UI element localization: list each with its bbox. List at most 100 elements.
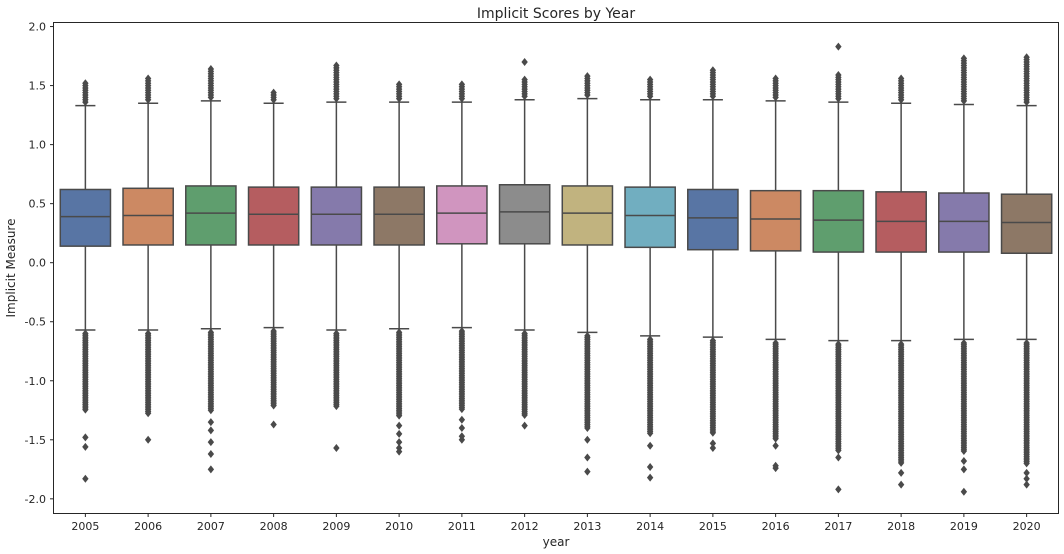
outlier-point: [960, 465, 968, 474]
outlier-point: [772, 434, 779, 443]
box-2009: [310, 61, 363, 453]
outlier-point: [646, 75, 654, 84]
x-tick-label: 2007: [197, 520, 225, 533]
x-tick-label: 2005: [71, 520, 99, 533]
outlier-point: [1023, 468, 1030, 477]
outlier-point: [207, 465, 215, 474]
x-tick-label: 2020: [1013, 520, 1041, 533]
outlier-point: [395, 447, 403, 456]
outlier-point: [835, 70, 842, 79]
y-tick-label: 0.0: [29, 257, 47, 270]
outlier-point: [584, 435, 591, 444]
x-tick-label: 2012: [511, 520, 539, 533]
box-2018: [875, 74, 927, 489]
box-2015: [687, 66, 739, 453]
outlier-point: [835, 42, 842, 51]
x-tick-label: 2014: [636, 520, 664, 533]
outlier-point: [772, 74, 779, 83]
outlier-point: [521, 411, 528, 419]
outlier-point: [395, 411, 403, 420]
outlier-point: [270, 88, 277, 97]
box-2016: [749, 74, 802, 473]
outlier-point: [960, 457, 968, 466]
y-tick-label: -1.5: [25, 434, 46, 447]
outlier-point: [207, 65, 215, 74]
outlier-point: [82, 433, 89, 442]
y-tick-label: 1.5: [29, 80, 47, 93]
outlier-point: [458, 415, 466, 424]
iqr-box: [436, 185, 488, 245]
outlier-point: [144, 409, 152, 418]
outlier-point: [458, 423, 466, 432]
box-series: [59, 42, 1053, 496]
chart-title: Implicit Scores by Year: [477, 6, 635, 22]
outlier-point: [207, 426, 215, 435]
y-axis: 2.0 1.5 1.0 0.5 0.0 -0.5 -1.0 -1.5 -2.0: [25, 21, 54, 506]
box-2020: [1000, 53, 1053, 489]
outlier-point: [897, 480, 905, 489]
outlier-point: [82, 442, 89, 451]
outlier-point: [1023, 459, 1030, 468]
box-2011: [436, 80, 488, 444]
y-tick-label: -1.0: [25, 375, 46, 388]
outlier-point: [709, 66, 717, 75]
outlier-point: [1023, 53, 1030, 62]
outlier-point: [584, 453, 591, 462]
iqr-box: [247, 186, 300, 246]
box-2010: [373, 80, 425, 456]
iqr-box: [310, 186, 363, 246]
x-tick-label: 2017: [824, 520, 852, 533]
y-tick-label: -0.5: [25, 316, 46, 329]
box-2008: [247, 88, 300, 429]
iqr-box: [373, 186, 425, 246]
x-tick-label: 2011: [448, 520, 476, 533]
x-tick-label: 2006: [134, 520, 162, 533]
outlier-point: [897, 74, 905, 83]
outlier-point: [897, 458, 905, 467]
x-axis: 2005 2006 2007 2008 2009 2010 2011 2012 2013 2014…: [71, 513, 1041, 533]
outlier-point: [207, 449, 215, 458]
outlier-point: [333, 444, 340, 453]
outlier-point: [270, 420, 277, 429]
outlier-point: [960, 487, 968, 496]
outlier-point: [772, 441, 779, 450]
x-tick-label: 2016: [762, 520, 790, 533]
outlier-point: [897, 468, 905, 477]
outlier-point: [835, 453, 842, 462]
x-tick-label: 2018: [887, 520, 915, 533]
outlier-point: [207, 406, 215, 415]
outlier-point: [395, 429, 403, 438]
iqr-box: [687, 188, 739, 251]
outlier-point: [646, 473, 654, 482]
outlier-point: [1023, 474, 1030, 483]
outlier-point: [835, 446, 842, 455]
outlier-point: [960, 447, 968, 456]
outlier-point: [646, 429, 654, 438]
iqr-box: [185, 185, 237, 246]
iqr-box: [122, 187, 174, 246]
y-axis-label: Implicit Measure: [4, 219, 18, 318]
outlier-point: [584, 467, 591, 476]
x-tick-label: 2008: [260, 520, 288, 533]
outlier-point: [207, 418, 215, 427]
outlier-point: [458, 435, 466, 444]
iqr-box: [498, 184, 551, 245]
outlier-point: [458, 405, 466, 414]
box-2007: [185, 65, 237, 474]
box-2014: [624, 75, 676, 482]
y-tick-label: 0.5: [29, 198, 47, 211]
outlier-point: [333, 61, 340, 70]
outlier-point: [82, 405, 89, 414]
iqr-box: [59, 188, 112, 247]
outlier-point: [709, 444, 717, 453]
outlier-point: [584, 423, 591, 432]
outlier-point: [144, 435, 152, 444]
outlier-point: [395, 438, 403, 447]
box-2012: [498, 57, 551, 430]
x-tick-label: 2010: [385, 520, 413, 533]
outlier-point: [521, 75, 528, 84]
box-2013: [561, 72, 614, 476]
outlier-point: [395, 421, 403, 430]
